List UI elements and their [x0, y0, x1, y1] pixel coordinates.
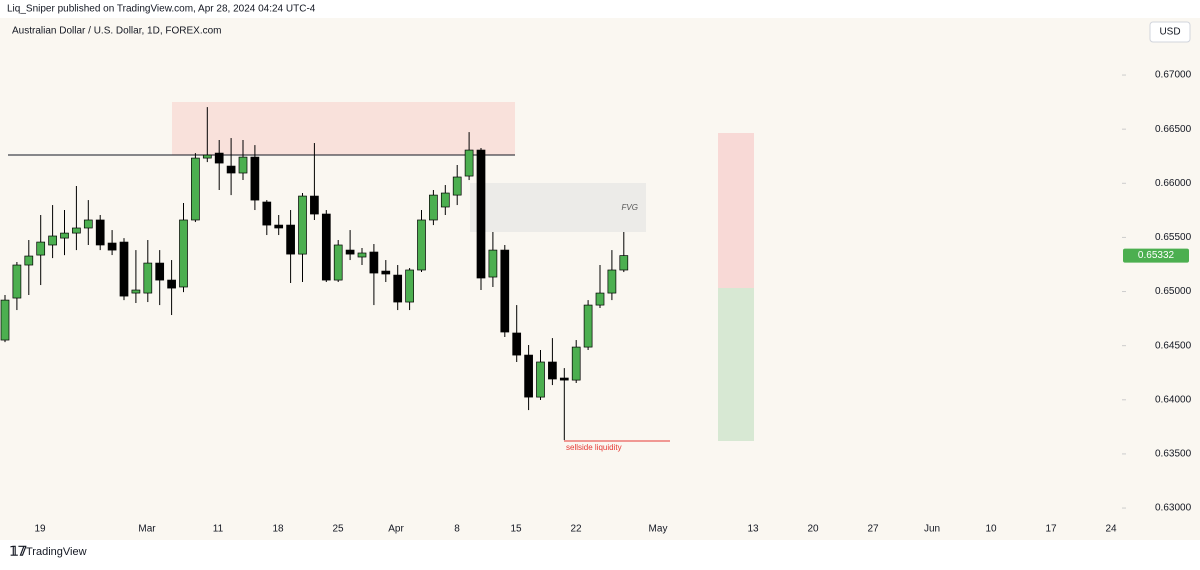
candle-body [357, 252, 367, 258]
candle-body [429, 194, 438, 221]
x-tick-label: 18 [272, 524, 284, 535]
footer [0, 540, 1200, 565]
x-tick-label: Mar [138, 524, 156, 535]
last-price-label: 0.65332 [1138, 250, 1175, 261]
candle-body [12, 264, 22, 299]
y-tick-label: 0.64000 [1155, 394, 1192, 405]
x-tick-label: 22 [570, 524, 582, 535]
candle-body [512, 332, 522, 356]
logo-mark: 𝟙𝟟 [10, 543, 27, 558]
candles [0, 107, 629, 441]
candle-body [559, 377, 569, 381]
candle-body [464, 149, 474, 177]
candle-body [440, 192, 450, 208]
x-tick-label: 15 [510, 524, 522, 535]
candle-body [250, 156, 260, 201]
candle-body [238, 156, 248, 174]
candle-body [167, 279, 176, 289]
x-tick-label: 10 [985, 524, 997, 535]
candle-body [488, 249, 498, 278]
x-tick-label: 17 [1045, 524, 1057, 535]
candle-body [83, 219, 93, 229]
candle-body [48, 235, 57, 246]
y-tick-label: 0.65000 [1155, 286, 1192, 297]
candle-body [321, 213, 331, 281]
candle-body [214, 152, 224, 164]
brand: TradingView [26, 546, 87, 558]
x-tick-label: 27 [867, 524, 879, 535]
candle-body [381, 270, 391, 275]
candle-body [36, 241, 46, 256]
candle-body [155, 262, 165, 281]
x-tick-label: 20 [807, 524, 819, 535]
x-tick-label: 13 [747, 524, 759, 535]
candle-body [405, 269, 414, 303]
x-tick-label: 11 [213, 524, 224, 535]
x-tick-label: Apr [388, 524, 404, 535]
candle-body [226, 165, 236, 174]
candle-body [0, 299, 10, 341]
candle-body [393, 274, 403, 303]
candle-body [536, 361, 545, 398]
fvg-label: FVG [622, 203, 638, 212]
publisher: Liq_Sniper published on TradingView.com,… [7, 4, 316, 15]
candle-body [274, 224, 284, 229]
candle-body [345, 249, 355, 255]
currency-button[interactable] [1149, 21, 1191, 43]
candle-body [595, 292, 605, 306]
candle-body [417, 219, 426, 271]
candle-body [179, 219, 188, 288]
y-tick-label: 0.63500 [1155, 449, 1192, 460]
candle-body [60, 232, 69, 239]
x-tick-label: 25 [332, 524, 344, 535]
stop-zone [718, 133, 754, 288]
candle-body [262, 201, 272, 226]
candle-body [119, 241, 129, 297]
candle-body [298, 195, 307, 255]
candle-body [95, 219, 105, 246]
candle-body [72, 227, 81, 234]
y-tick-label: 0.65500 [1155, 232, 1192, 243]
candle-body [286, 224, 295, 255]
candle-body [452, 176, 462, 196]
y-tick-label: 0.64500 [1155, 340, 1192, 351]
candle-body [131, 289, 141, 294]
candle-body [24, 255, 34, 266]
candle-body [202, 154, 212, 159]
x-tick-label: 8 [454, 524, 460, 535]
axes: 0.67000 0.66500 0.66000 0.65500 0.65000 0.645… [34, 70, 1191, 535]
y-tick-label: 0.66500 [1155, 124, 1192, 135]
last-price-tag [1123, 248, 1189, 263]
candle-body [369, 251, 379, 274]
target-zone [718, 288, 754, 441]
candle-body [143, 262, 153, 294]
candle-body [548, 361, 557, 380]
candle-body [476, 149, 486, 279]
fvg-zone [470, 183, 646, 232]
candle-body [607, 269, 617, 294]
candle-body [524, 354, 533, 398]
candle-body [333, 244, 343, 281]
x-tick-label: 19 [34, 524, 46, 535]
liquidity-label: sellside liquidity [566, 443, 622, 452]
candle-body [500, 249, 510, 333]
candle-body [571, 346, 581, 381]
candle-body [619, 255, 629, 271]
x-tick-label: Jun [924, 524, 940, 535]
y-tick-label: 0.67000 [1155, 70, 1192, 81]
candle-body [107, 242, 117, 251]
x-tick-label: 24 [1105, 524, 1117, 535]
x-tick-label: May [649, 524, 668, 535]
y-tick-label: 0.66000 [1155, 178, 1192, 189]
y-tick-label: 0.63000 [1155, 503, 1192, 514]
candle-body [583, 304, 593, 348]
candle-body [191, 157, 200, 221]
candle-body [310, 195, 319, 215]
chart-title: Australian Dollar / U.S. Dollar, 1D, FOR… [12, 26, 222, 37]
currency: USD [1159, 27, 1180, 38]
supply-zone [172, 102, 515, 155]
